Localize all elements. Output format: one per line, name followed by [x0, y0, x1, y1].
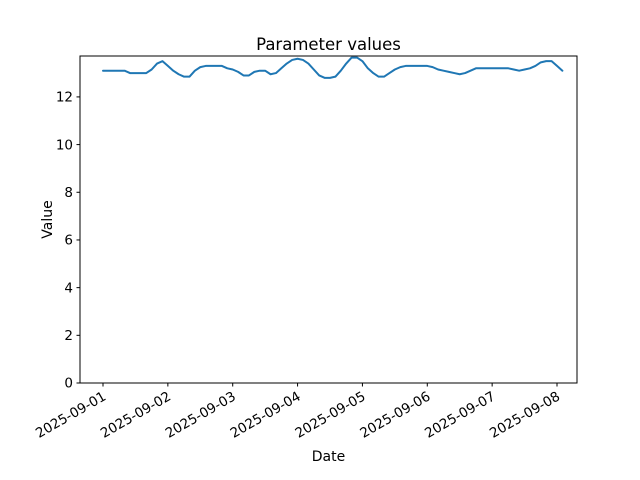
x-axis-ticks: 2025-09-012025-09-022025-09-032025-09-04… [33, 383, 563, 442]
y-tick-label: 0 [64, 376, 73, 392]
plot-area-border [79, 55, 578, 384]
y-tick-label: 10 [56, 137, 73, 153]
y-tick-label: 6 [64, 233, 73, 249]
y-tick-label: 12 [56, 90, 73, 106]
chart-title: Parameter values [256, 35, 401, 54]
x-tick-label: 2025-09-03 [163, 389, 239, 442]
x-tick-label: 2025-09-07 [422, 389, 498, 442]
y-tick-label: 4 [64, 280, 73, 296]
data-line [102, 56, 564, 79]
x-tick-label: 2025-09-05 [292, 389, 368, 442]
y-tick-label: 8 [64, 185, 73, 201]
y-tick-label: 2 [64, 328, 73, 344]
x-tick-label: 2025-09-02 [98, 389, 174, 442]
x-tick-label: 2025-09-06 [357, 389, 433, 442]
x-tick-label: 2025-09-08 [487, 389, 563, 442]
y-axis-label: Value [40, 200, 56, 238]
x-axis-label: Date [312, 449, 345, 465]
y-axis-ticks: 0 2 4 6 8 10 12 [56, 90, 80, 392]
x-tick-label: 2025-09-01 [33, 389, 109, 442]
x-tick-label: 2025-09-04 [228, 389, 304, 442]
